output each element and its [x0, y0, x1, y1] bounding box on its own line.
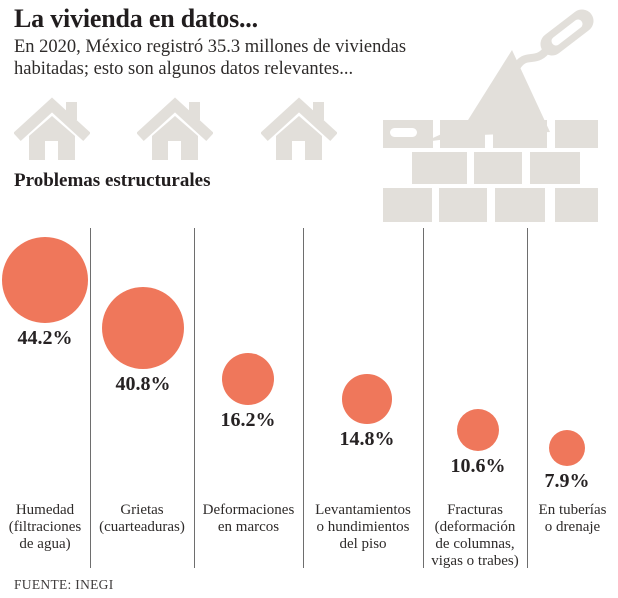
subtitle-line-1: En 2020, México registró 35.3 millones d… — [14, 37, 407, 57]
category-label-line: (filtraciones — [8, 519, 82, 535]
value-label: 16.2% — [220, 408, 276, 431]
house-icon — [137, 97, 213, 160]
category-label-line: Fracturas — [447, 502, 503, 518]
category-label-line: En tuberías — [538, 502, 607, 518]
subtitle: En 2020, México registró 35.3 millones d… — [14, 36, 406, 80]
column-divider — [90, 228, 91, 568]
category-label: Humedad (filtraciones de agua) — [0, 502, 90, 553]
category-label-line: Deformaciones — [202, 502, 295, 518]
column-divider — [194, 228, 195, 568]
category-label-line: vigas o trabes) — [431, 553, 519, 569]
category-label: Levantamientos o hundimientos del piso — [303, 502, 423, 553]
category-label-line: Grietas — [120, 502, 164, 518]
category-label-line: Humedad — [15, 502, 75, 518]
value-label: 44.2% — [17, 326, 73, 349]
category-label-line: en marcos — [217, 519, 280, 535]
value-bubble — [548, 429, 586, 467]
category-label: En tuberías o drenaje — [527, 502, 618, 536]
category-label: Fracturas (deformación de columnas, viga… — [423, 502, 527, 570]
category-label-line: o drenaje — [544, 519, 601, 535]
value-label: 7.9% — [544, 470, 590, 493]
column-divider — [527, 228, 528, 568]
value-label: 14.8% — [339, 427, 395, 450]
house-icon — [14, 97, 90, 160]
page-title: La vivienda en datos... — [14, 4, 258, 33]
house-icon — [261, 97, 337, 160]
category-label-line: o hundimientos — [316, 519, 410, 535]
value-label: 10.6% — [450, 454, 506, 477]
category-label-line: de columnas, — [435, 536, 515, 552]
column-divider — [303, 228, 304, 568]
value-label: 40.8% — [115, 373, 171, 396]
trowel-bricks-icon — [383, 9, 598, 222]
value-bubble — [342, 374, 392, 424]
value-bubble — [2, 237, 88, 323]
section-title: Problemas estructurales — [14, 170, 211, 191]
category-label-line: del piso — [339, 536, 387, 552]
category-label-line: de agua) — [19, 536, 71, 552]
value-bubble — [457, 409, 499, 451]
category-label-line: (deformación — [434, 519, 516, 535]
value-bubble — [101, 286, 185, 370]
column-divider — [423, 228, 424, 568]
value-bubble — [222, 353, 274, 405]
category-label-line: Levantamientos — [315, 502, 411, 518]
category-label-line: (cuarteaduras) — [99, 519, 185, 535]
category-label: Grietas (cuarteaduras) — [90, 502, 194, 536]
source-note: FUENTE: INEGI — [14, 577, 114, 592]
category-label: Deformaciones en marcos — [194, 502, 303, 536]
subtitle-line-2: habitadas; esto son algunos datos releva… — [14, 59, 354, 79]
